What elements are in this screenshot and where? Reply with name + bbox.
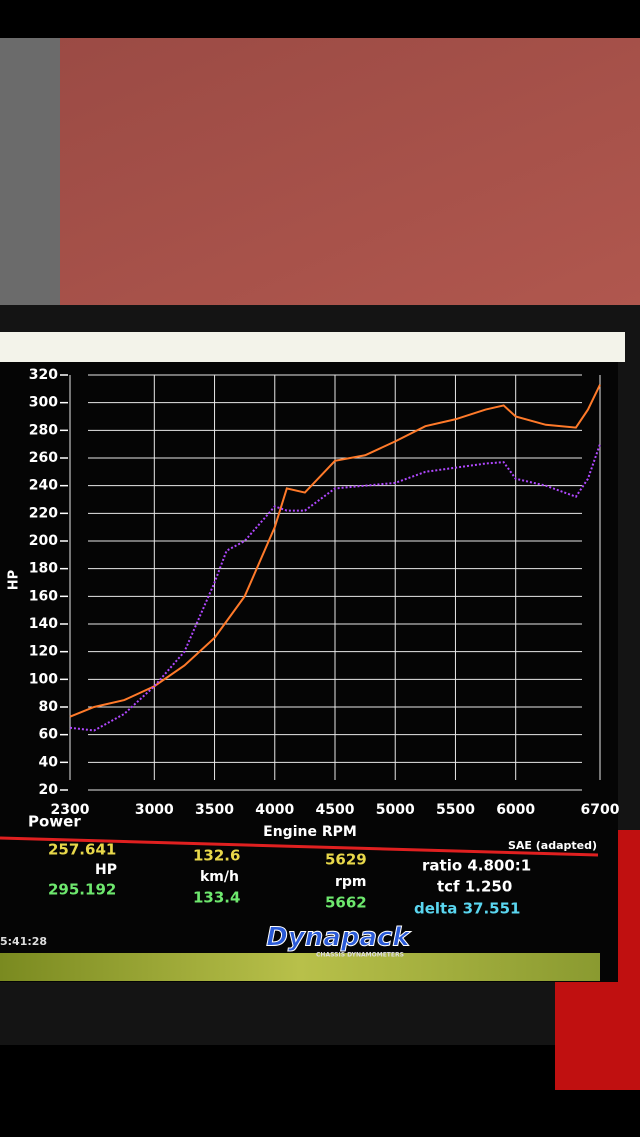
x-tick-label: 5500 [436,802,475,818]
separator [0,836,599,857]
readout-value: 5662 [325,894,367,912]
readout-value: 133.4 [193,889,240,907]
y-tick-label: 120 [29,644,58,660]
clock: 5:41:28 [0,935,47,948]
readout-value: 132.6 [193,847,240,865]
y-tick-label: 280 [29,422,58,438]
readout-tcf: tcf 1.250 [437,878,512,896]
y-axis-label: HP [7,570,22,590]
plot: 20 40 60 80 100 120 140 160 180 200 220 240 260 280 30… [29,367,620,818]
x-tick-label: 6700 [581,802,620,818]
y-tick-label: 240 [29,478,58,494]
y-tick-label: 260 [29,450,58,466]
brand-logo: Dynapack [266,923,411,953]
series-line [69,443,601,732]
background-cloth [0,38,640,308]
y-tick-label: 160 [29,588,58,604]
x-tick-label: 6000 [496,802,535,818]
x-tick-label: 3000 [135,802,174,818]
y-tick-label: 80 [39,699,59,715]
x-tick-label: 3500 [195,802,234,818]
x-tick-label: 4500 [316,802,355,818]
y-tick-label: 300 [29,395,58,411]
background-pole [0,38,60,308]
y-tick-label: 180 [29,561,58,577]
x-tick-label: 2300 [51,802,90,818]
readout-unit: km/h [200,869,239,885]
standard-label: SAE (adapted) [508,839,597,852]
y-tick-label: 20 [39,782,59,798]
window-titlebar [0,332,625,362]
y-tick-label: 320 [29,367,58,383]
y-tick-label: 220 [29,505,58,521]
y-tick-label: 140 [29,616,58,632]
readout-unit: HP [95,862,117,878]
footer-banner [0,953,600,981]
x-axis-label: Engine RPM [263,824,357,840]
readout-value: 5629 [325,851,367,869]
x-tick-label: 4000 [255,802,294,818]
readout-delta: delta 37.551 [414,900,520,918]
readout-ratio: ratio 4.800:1 [422,857,531,875]
readout-value: 295.192 [48,881,116,899]
x-tick-label: 5000 [376,802,415,818]
brand-subtitle: CHASSIS DYNAMOMETERS [316,952,404,959]
y-tick-label: 100 [29,671,58,687]
y-tick-label: 200 [29,533,58,549]
y-tick-label: 40 [39,754,59,770]
readout-value: 257.641 [48,841,116,859]
y-tick-label: 60 [39,727,59,743]
readout-unit: rpm [335,874,367,890]
section-label: Power [28,813,81,831]
series-line [69,384,601,718]
bottom-bar [0,1100,640,1137]
screen [0,362,618,982]
